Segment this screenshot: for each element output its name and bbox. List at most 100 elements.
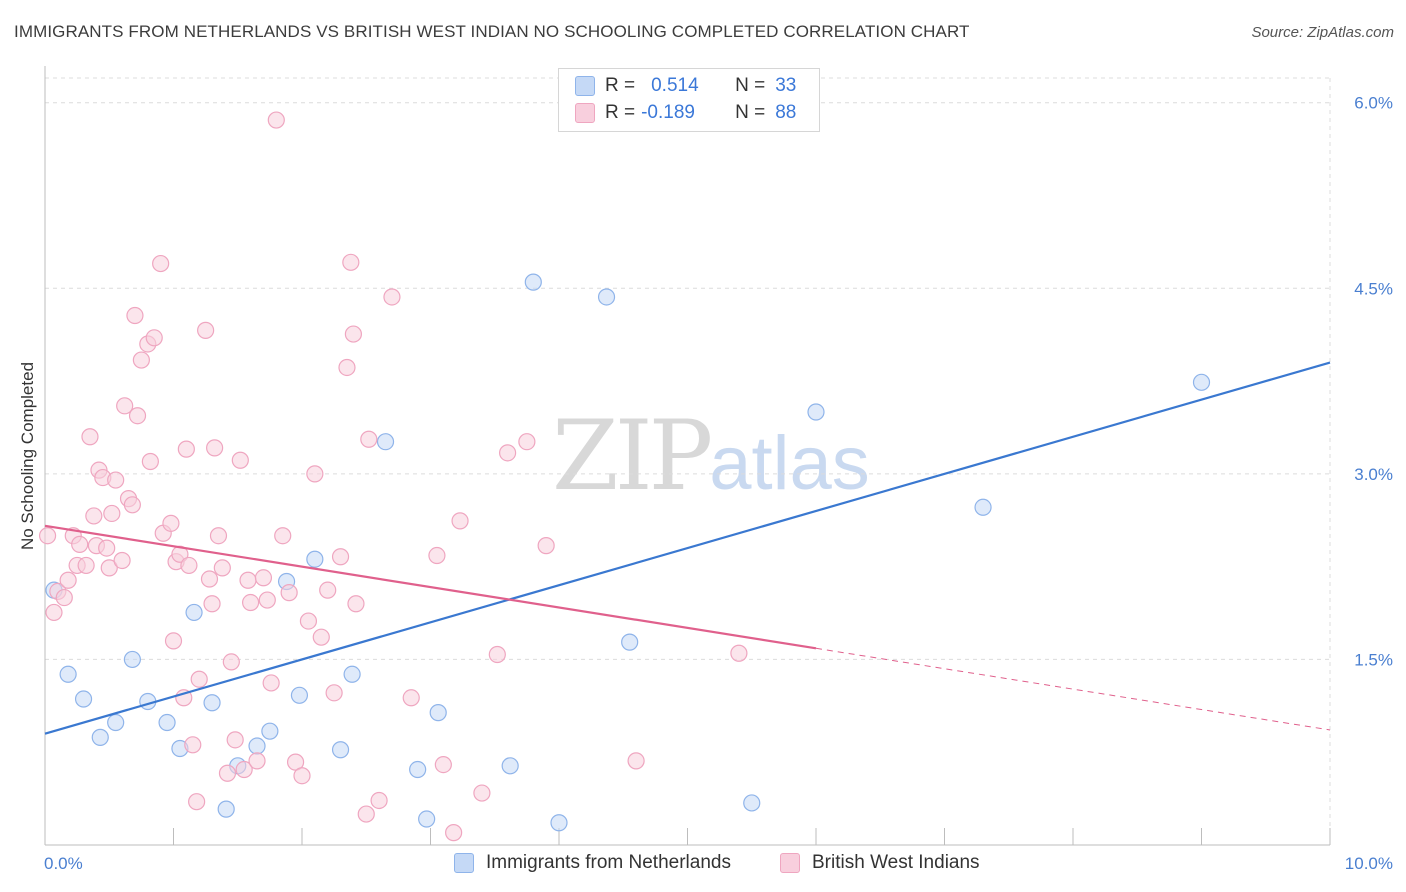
n-value: 33 [775,75,797,96]
point-bwi [730,644,748,662]
point-netherlands [59,665,77,683]
point-bwi [152,254,170,273]
point-bwi [81,428,99,446]
point-netherlands [501,757,519,775]
point-netherlands [261,722,279,740]
point-netherlands [331,741,350,759]
point-bwi [203,595,221,613]
r-value: -0.189 [641,102,695,123]
point-bwi [141,452,159,471]
point-bwi [55,588,73,607]
point-bwi [128,407,147,425]
point-netherlands [158,713,176,732]
point-bwi [537,537,555,555]
point-netherlands [123,650,141,669]
point-bwi [85,507,103,525]
point-netherlands [203,694,221,712]
legend-row-bwi: R = -0.189 N = 88 [575,101,797,125]
trend-line-bwi-extension [815,647,1331,731]
point-bwi [177,440,195,458]
legend-item-bwi: British West Indians [780,852,980,874]
point-bwi [226,731,244,749]
point-bwi [209,527,228,545]
point-bwi [370,791,388,810]
point-netherlands [597,288,616,306]
point-bwi [123,496,141,514]
point-bwi [38,527,57,545]
point-bwi [383,288,401,306]
legend-swatch-bwi [575,103,595,123]
point-bwi [312,628,330,646]
point-netherlands [217,800,235,818]
point-bwi [132,351,150,369]
point-bwi [338,358,356,377]
point-bwi [306,465,324,483]
point-bwi [200,570,219,588]
point-bwi [116,397,134,415]
point-netherlands [409,760,427,779]
point-netherlands [418,810,436,828]
legend-swatch-netherlands [575,76,595,96]
point-bwi [162,514,180,532]
r-value: 0.514 [651,75,699,96]
point-netherlands [807,403,825,421]
point-bwi [100,559,118,577]
legend-row-netherlands: R = 0.514 N = 33 [575,74,797,98]
point-bwi [248,752,266,770]
y-tick-label: 1.5% [1354,650,1393,669]
point-bwi [274,527,292,545]
correlation-legend: R = 0.514 N = 33 R = -0.189 N = 88 [558,68,820,132]
point-bwi [98,539,116,557]
trend-line-bwi [44,524,817,650]
point-bwi [145,329,163,347]
point-bwi [267,111,285,129]
point-bwi [499,444,517,462]
point-bwi [222,653,240,671]
point-netherlands [743,794,761,812]
point-bwi [299,612,318,630]
point-bwi [347,595,365,613]
point-netherlands [1192,373,1211,391]
point-netherlands [429,704,447,722]
point-netherlands [343,665,361,683]
point-netherlands [621,633,639,651]
chart-title: IMMIGRANTS FROM NETHERLANDS VS BRITISH W… [14,22,970,41]
point-bwi [242,593,260,612]
y-tick-label: 3.0% [1354,465,1393,484]
r-label: R = [605,102,636,123]
point-netherlands [290,686,309,704]
y-tick-label: 6.0% [1354,94,1393,113]
point-bwi [235,760,253,779]
point-bwi [262,674,280,692]
y-tick-label: 4.5% [1354,279,1393,298]
trend-line-netherlands [44,361,1331,735]
point-bwi [434,755,452,774]
point-netherlands [524,273,542,291]
n-value: 88 [775,102,797,123]
point-bwi [113,551,131,570]
watermark: ZIPatlas [552,400,870,512]
point-bwi [213,559,231,577]
point-bwi [184,736,202,754]
point-bwi [218,764,237,782]
point-netherlands [550,814,568,832]
r-label: R = [605,75,636,96]
point-bwi [180,556,198,575]
trend-lines [44,361,1331,735]
point-bwi [360,430,378,448]
x-tick-label-min: 0.0% [44,854,83,873]
legend-swatch-bwi [780,853,800,873]
point-bwi [231,451,249,469]
point-bwi [107,471,125,489]
point-bwi [239,571,257,589]
point-netherlands [974,498,992,516]
point-bwi [331,548,350,566]
point-netherlands [376,433,395,451]
point-bwi [188,793,206,811]
point-bwi [258,591,276,609]
point-bwi [402,689,420,707]
legend-label-netherlands: Immigrants from Netherlands [486,852,731,873]
n-label: N = [735,102,766,123]
point-netherlands [91,728,109,746]
